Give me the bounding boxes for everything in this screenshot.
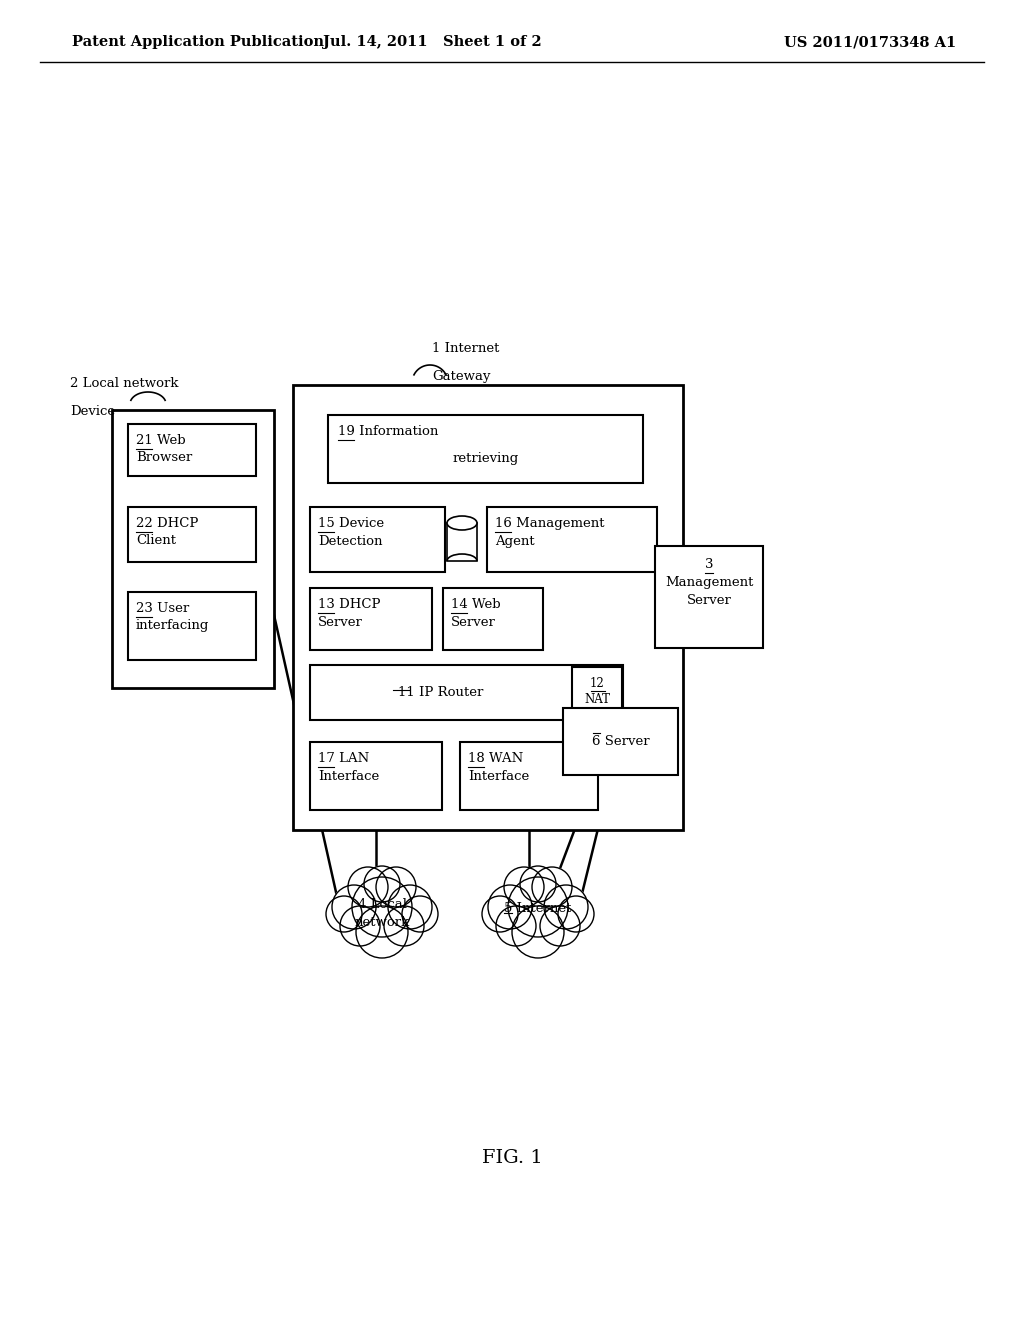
Text: 11 IP Router: 11 IP Router bbox=[398, 686, 483, 700]
Circle shape bbox=[496, 906, 536, 946]
Text: Interface: Interface bbox=[468, 770, 529, 783]
Circle shape bbox=[352, 876, 412, 937]
Circle shape bbox=[356, 906, 408, 958]
Text: 1 Internet: 1 Internet bbox=[432, 342, 500, 355]
Bar bbox=[310, 665, 623, 719]
Bar bbox=[572, 667, 622, 718]
Text: 12: 12 bbox=[590, 677, 604, 690]
Circle shape bbox=[376, 867, 416, 907]
Text: 15 Device: 15 Device bbox=[318, 517, 384, 531]
Text: FIG. 1: FIG. 1 bbox=[481, 1148, 543, 1167]
Text: 14 Web: 14 Web bbox=[451, 598, 501, 611]
Circle shape bbox=[544, 884, 588, 929]
Text: 18 WAN: 18 WAN bbox=[468, 752, 523, 766]
Text: Agent: Agent bbox=[495, 535, 535, 548]
Circle shape bbox=[326, 896, 362, 932]
Bar bbox=[443, 587, 543, 649]
Circle shape bbox=[384, 906, 424, 946]
Bar bbox=[128, 591, 256, 660]
Circle shape bbox=[348, 867, 388, 907]
Circle shape bbox=[364, 866, 400, 902]
Text: Detection: Detection bbox=[318, 535, 383, 548]
Text: 4 Local: 4 Local bbox=[357, 898, 407, 911]
Text: network: network bbox=[354, 916, 410, 928]
Bar bbox=[128, 507, 256, 562]
Text: 19 Information: 19 Information bbox=[338, 425, 438, 438]
Text: 21 Web: 21 Web bbox=[136, 434, 185, 447]
Text: 13 DHCP: 13 DHCP bbox=[318, 598, 381, 611]
Text: Client: Client bbox=[136, 535, 176, 546]
Bar bbox=[447, 523, 477, 561]
Text: Management: Management bbox=[665, 576, 754, 589]
Text: Interface: Interface bbox=[318, 770, 379, 783]
Circle shape bbox=[388, 884, 432, 929]
Circle shape bbox=[520, 866, 556, 902]
Text: retrieving: retrieving bbox=[453, 451, 518, 465]
Ellipse shape bbox=[447, 516, 477, 531]
Circle shape bbox=[340, 906, 380, 946]
Bar bbox=[655, 546, 763, 648]
Text: 16 Management: 16 Management bbox=[495, 517, 604, 531]
Circle shape bbox=[540, 906, 580, 946]
Bar bbox=[112, 411, 274, 688]
Bar bbox=[293, 385, 683, 830]
Bar bbox=[328, 414, 643, 483]
Bar bbox=[563, 708, 678, 775]
Circle shape bbox=[332, 884, 376, 929]
Text: 3: 3 bbox=[705, 558, 714, 572]
Bar bbox=[487, 507, 657, 572]
Circle shape bbox=[558, 896, 594, 932]
Text: Server: Server bbox=[451, 616, 496, 630]
Text: 5 Internet: 5 Internet bbox=[504, 902, 571, 915]
Bar bbox=[310, 507, 445, 572]
Text: Jul. 14, 2011   Sheet 1 of 2: Jul. 14, 2011 Sheet 1 of 2 bbox=[323, 36, 542, 49]
Text: US 2011/0173348 A1: US 2011/0173348 A1 bbox=[784, 36, 956, 49]
Circle shape bbox=[402, 896, 438, 932]
Circle shape bbox=[508, 876, 568, 937]
Bar bbox=[310, 587, 432, 649]
Text: 22 DHCP: 22 DHCP bbox=[136, 517, 199, 531]
Text: 6 Server: 6 Server bbox=[592, 735, 649, 748]
Text: 23 User: 23 User bbox=[136, 602, 189, 615]
Bar bbox=[128, 424, 256, 477]
Text: Patent Application Publication: Patent Application Publication bbox=[72, 36, 324, 49]
Text: Browser: Browser bbox=[136, 451, 193, 465]
Circle shape bbox=[532, 867, 572, 907]
Text: interfacing: interfacing bbox=[136, 619, 209, 632]
Bar bbox=[310, 742, 442, 810]
Text: 2 Local network: 2 Local network bbox=[70, 378, 178, 389]
Bar bbox=[460, 742, 598, 810]
Text: Device: Device bbox=[70, 405, 115, 418]
Text: Server: Server bbox=[686, 594, 731, 607]
Text: 17 LAN: 17 LAN bbox=[318, 752, 370, 766]
Text: Server: Server bbox=[318, 616, 362, 630]
Text: Gateway: Gateway bbox=[432, 370, 490, 383]
Circle shape bbox=[504, 867, 544, 907]
Circle shape bbox=[482, 896, 518, 932]
Circle shape bbox=[512, 906, 564, 958]
Circle shape bbox=[488, 884, 532, 929]
Text: NAT: NAT bbox=[584, 693, 610, 706]
